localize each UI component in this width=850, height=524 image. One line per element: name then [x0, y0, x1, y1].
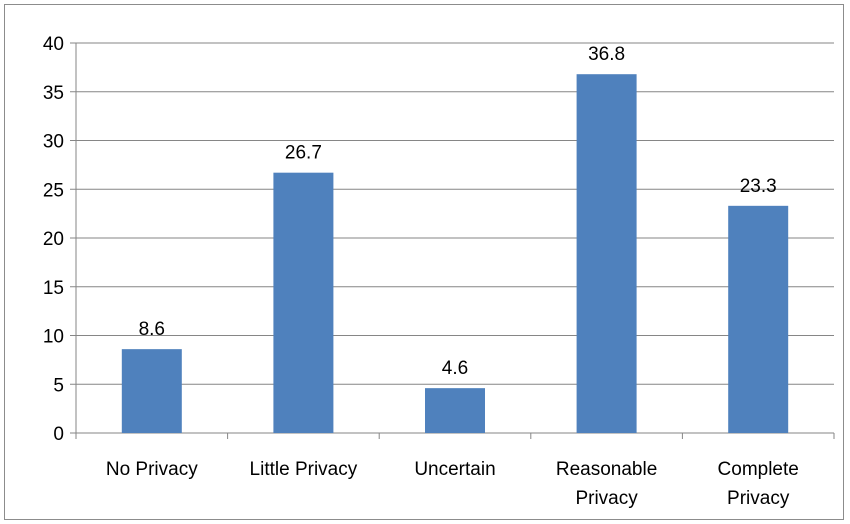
- x-category-label: Privacy: [575, 488, 638, 509]
- bar: [576, 74, 637, 433]
- x-category-label: No Privacy: [106, 459, 198, 480]
- y-tick-label: 10: [43, 327, 64, 348]
- y-tick-label: 35: [43, 83, 64, 104]
- data-label: 36.8: [588, 44, 625, 65]
- data-label: 23.3: [740, 176, 777, 197]
- bar: [425, 388, 485, 433]
- y-tick-label: 25: [43, 180, 64, 201]
- x-category-label: Little Privacy: [250, 459, 358, 480]
- data-label: 4.6: [442, 358, 468, 379]
- x-category-label: Uncertain: [414, 459, 495, 480]
- x-category-label: Complete: [718, 459, 799, 480]
- y-tick-label: 20: [43, 229, 64, 250]
- y-tick-label: 0: [53, 424, 64, 445]
- bar: [728, 205, 789, 433]
- x-category-label: Privacy: [727, 488, 790, 509]
- y-tick-label: 15: [43, 278, 64, 299]
- y-tick-label: 30: [43, 132, 64, 153]
- bar: [121, 349, 182, 433]
- y-tick-label: 5: [53, 375, 64, 396]
- data-label: 8.6: [139, 319, 165, 340]
- y-tick-label: 40: [43, 34, 64, 55]
- chart-frame: [4, 4, 844, 520]
- data-label: 26.7: [285, 143, 322, 164]
- x-category-label: Reasonable: [556, 459, 657, 480]
- bar: [273, 172, 334, 434]
